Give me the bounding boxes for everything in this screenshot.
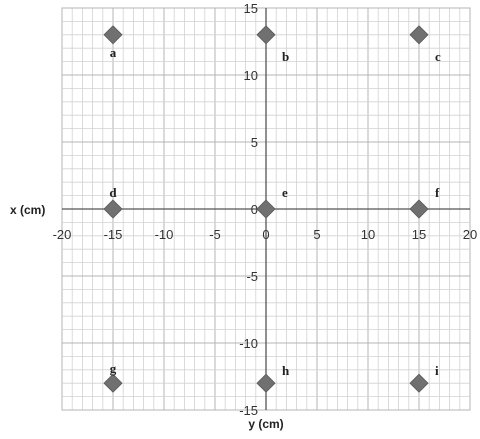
- x-tick-label: -5: [209, 227, 221, 242]
- x-tick-label: -10: [155, 227, 174, 242]
- data-point-marker: [409, 25, 429, 45]
- y-axis-title: x (cm): [10, 203, 45, 217]
- data-point-marker: [103, 199, 123, 219]
- y-tick-label: 0: [251, 202, 258, 217]
- y-tick-label: 15: [244, 1, 258, 16]
- y-tick-label: 5: [251, 135, 258, 150]
- x-tick-label: 15: [412, 227, 426, 242]
- data-point-marker: [256, 373, 276, 393]
- x-tick-label: 0: [262, 227, 269, 242]
- y-tick-label: -10: [239, 336, 258, 351]
- data-point-marker: [409, 373, 429, 393]
- data-point-marker: [103, 373, 123, 393]
- y-tick-label: 10: [244, 68, 258, 83]
- data-point-marker: [103, 25, 123, 45]
- x-tick-label: 10: [361, 227, 375, 242]
- data-point-marker: [256, 25, 276, 45]
- x-tick-label: -15: [104, 227, 123, 242]
- data-point-label: b: [282, 49, 289, 64]
- data-point-label: e: [282, 185, 288, 200]
- data-points: a b c d e f g h i: [103, 25, 441, 393]
- y-tick-label: -15: [239, 403, 258, 418]
- data-point-label: i: [435, 363, 439, 378]
- tick-labels: -20 -15 -10 -5 0 5 10 15 20 -15 -10 -5 0 5 10 15: [53, 1, 478, 418]
- x-tick-label: -20: [53, 227, 72, 242]
- x-tick-label: 20: [463, 227, 477, 242]
- x-axis-title: y (cm): [248, 417, 283, 431]
- data-point-label: a: [110, 45, 117, 60]
- data-point-label: c: [435, 49, 441, 64]
- data-point-label: h: [282, 363, 290, 378]
- data-point-label: f: [435, 185, 440, 200]
- y-tick-label: -5: [246, 269, 258, 284]
- data-point-label: d: [109, 185, 117, 200]
- data-point-marker: [256, 199, 276, 219]
- x-tick-label: 5: [313, 227, 320, 242]
- data-point-marker: [409, 199, 429, 219]
- data-point-label: g: [110, 361, 117, 376]
